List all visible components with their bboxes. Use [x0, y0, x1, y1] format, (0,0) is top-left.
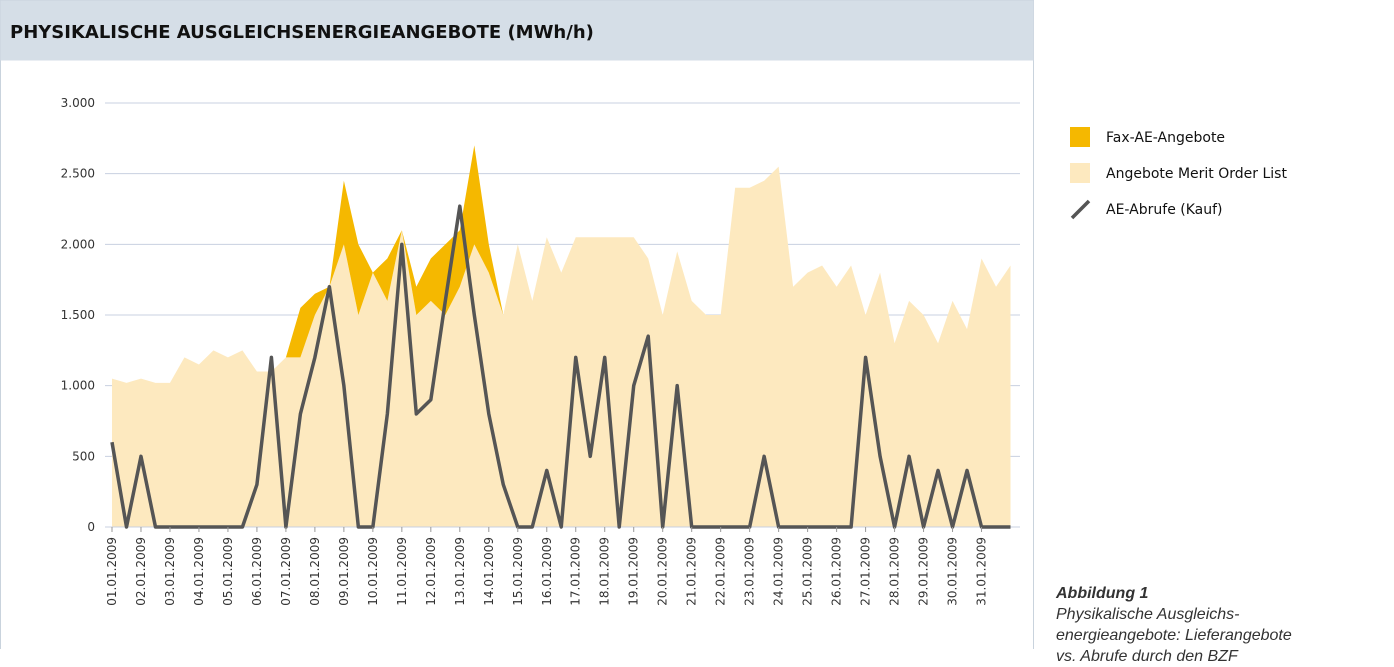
y-tick-label: 3.000 — [61, 96, 95, 110]
chart: PHYSIKALISCHE AUSGLEICHSENERGIEANGEBOTE … — [0, 0, 1287, 661]
x-tick-label: 03.01.2009 — [163, 537, 177, 606]
y-tick-label: 1.500 — [61, 308, 95, 322]
area — [112, 166, 1011, 527]
x-tick-label: 19.01.2009 — [627, 537, 641, 606]
y-tick-label: 0 — [87, 520, 95, 534]
y-tick-label: 2.000 — [61, 237, 95, 251]
legend-label: Angebote Merit Order List — [1106, 166, 1287, 182]
x-tick-label: 09.01.2009 — [337, 537, 351, 606]
x-tick-label: 12.01.2009 — [424, 537, 438, 606]
x-tick-label: 24.01.2009 — [772, 537, 786, 606]
x-tick-label: 05.01.2009 — [221, 537, 235, 606]
page: PHYSIKALISCHE AUSGLEICHSENERGIEANGEBOTE … — [0, 0, 1292, 665]
caption-line: energieangebote: Lieferangebote — [1056, 627, 1292, 644]
x-tick-label: 28.01.2009 — [888, 537, 902, 606]
line — [110, 204, 1011, 529]
x-tick-label: 15.01.2009 — [511, 537, 525, 606]
chart-title: PHYSIKALISCHE AUSGLEICHSENERGIEANGEBOTE … — [10, 22, 594, 43]
legend-label: AE-Abrufe (Kauf) — [1106, 202, 1223, 218]
x-tick-label: 29.01.2009 — [917, 537, 931, 606]
x-tick-label: 26.01.2009 — [830, 537, 844, 606]
caption-line: Physikalische Ausgleichs- — [1056, 606, 1240, 623]
legend-swatch — [1070, 199, 1091, 220]
y-tick-label: 500 — [72, 449, 95, 463]
x-tick-label: 04.01.2009 — [192, 537, 206, 606]
y-tick-label: 1.000 — [61, 379, 95, 393]
x-tick-label: 08.01.2009 — [308, 537, 322, 606]
x-tick-label: 01.01.2009 — [105, 537, 119, 606]
x-tick-label: 23.01.2009 — [743, 537, 757, 606]
header — [0, 0, 1034, 61]
x-tick-label: 22.01.2009 — [714, 537, 728, 606]
x-tick-label: 18.01.2009 — [598, 537, 612, 606]
x-tick-label: 20.01.2009 — [656, 537, 670, 606]
x-tick-label: 30.01.2009 — [946, 537, 960, 606]
x-tick-label: 21.01.2009 — [685, 537, 699, 606]
y-tick-label: 2.500 — [61, 167, 95, 181]
x-tick-label: 10.01.2009 — [366, 537, 380, 606]
x-tick-label: 17.01.2009 — [569, 537, 583, 606]
legend-swatch — [1070, 127, 1090, 147]
x-tick-label: 14.01.2009 — [482, 537, 496, 606]
legend-swatch — [1070, 163, 1090, 183]
x-tick-label: 25.01.2009 — [801, 537, 815, 606]
x-tick-label: 27.01.2009 — [859, 537, 873, 606]
x-tick-label: 11.01.2009 — [395, 537, 409, 606]
x-tick-label: 07.01.2009 — [279, 537, 293, 606]
legend-label: Fax-AE-Angebote — [1106, 130, 1225, 146]
x-tick-label: 16.01.2009 — [540, 537, 554, 606]
caption-line: vs. Abrufe durch den BZF — [1056, 648, 1238, 665]
x-tick-label: 13.01.2009 — [453, 537, 467, 606]
caption: Abbildung 1 Physikalische Ausgleichs- en… — [1056, 583, 1292, 667]
x-tick-label: 02.01.2009 — [134, 537, 148, 606]
x-tick-label: 06.01.2009 — [250, 537, 264, 606]
x-tick-label: 31.01.2009 — [975, 537, 989, 606]
caption-heading: Abbildung 1 — [1056, 585, 1149, 602]
